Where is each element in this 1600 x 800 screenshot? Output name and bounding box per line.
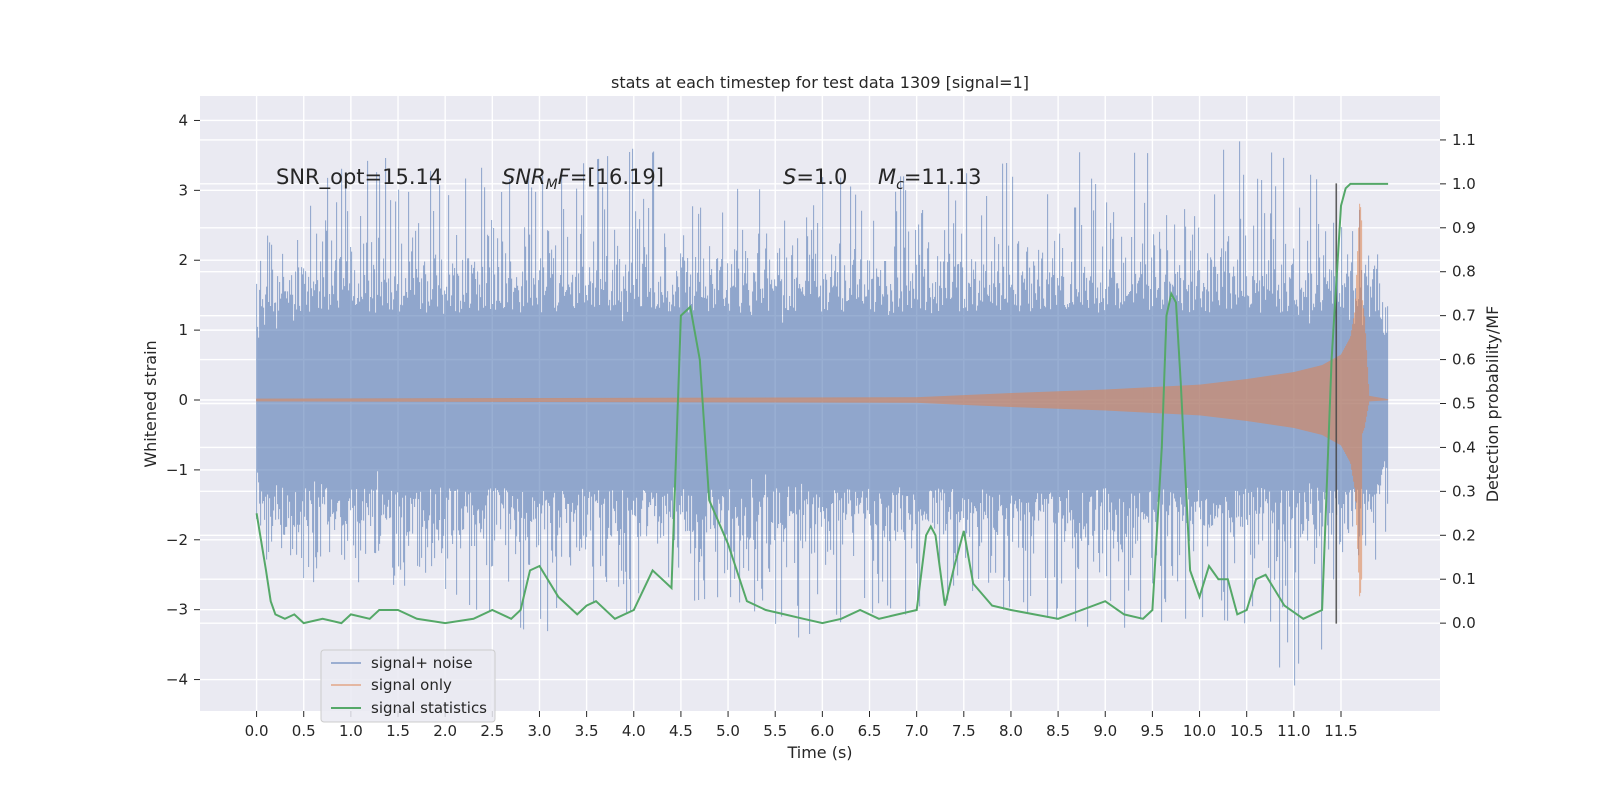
axis-ticks: 0.0 0.5 1.0 1.5 2.0 2.5 3.0 3.5 4.0 4.5 5.0 5.5 6.0 6… xyxy=(166,111,1476,740)
y2-tick-label: 0.3 xyxy=(1452,482,1476,500)
y-tick-label: 3 xyxy=(178,181,188,199)
y-tick-label: 2 xyxy=(178,251,188,269)
x-tick-label: 2.0 xyxy=(433,722,457,740)
x-tick-label: 1.5 xyxy=(386,722,410,740)
x-tick-label: 6.5 xyxy=(858,722,882,740)
legend-label-signal-plus-noise: signal+ noise xyxy=(371,654,473,672)
x-tick-label: 9.5 xyxy=(1140,722,1164,740)
y2-tick-label: 0.7 xyxy=(1452,307,1476,325)
x-tick-label: 0.0 xyxy=(245,722,269,740)
x-tick-label: 2.5 xyxy=(480,722,504,740)
x-tick-label: 7.0 xyxy=(905,722,929,740)
y2-tick-label: 0.6 xyxy=(1452,351,1476,369)
y2-axis-label: Detection probability/MF xyxy=(1483,306,1502,503)
signal-statistics-line xyxy=(255,182,1389,625)
annotation-mc: Mc=11.13 xyxy=(878,165,982,193)
y-tick-label: −3 xyxy=(166,601,188,619)
y2-tick-label: 1.1 xyxy=(1452,131,1476,149)
y-tick-label: 1 xyxy=(178,321,188,339)
x-tick-label: 11.0 xyxy=(1277,722,1310,740)
x-tick-label: 0.5 xyxy=(292,722,316,740)
x-tick-label: 5.5 xyxy=(763,722,787,740)
y-tick-label: 4 xyxy=(178,111,188,129)
y2-tick-label: 0.8 xyxy=(1452,263,1476,281)
annotation-snr-mf-value: =[16.19] xyxy=(570,165,664,189)
y2-tick-label: 0.0 xyxy=(1452,614,1476,632)
signal-plus-noise-series xyxy=(256,141,1389,686)
x-tick-label: 9.0 xyxy=(1093,722,1117,740)
y2-tick-label: 1.0 xyxy=(1452,175,1476,193)
annotation-mc-value: =11.13 xyxy=(904,165,982,189)
legend-label-signal-statistics: signal statistics xyxy=(371,699,487,717)
chart-title: stats at each timestep for test data 130… xyxy=(611,73,1029,92)
y-tick-label: −2 xyxy=(166,531,188,549)
annotation-s-value: =1.0 xyxy=(796,165,847,189)
y2-tick-label: 0.9 xyxy=(1452,219,1476,237)
legend: signal+ noise signal only signal statist… xyxy=(320,649,496,723)
x-tick-label: 11.5 xyxy=(1324,722,1357,740)
x-tick-label: 6.0 xyxy=(810,722,834,740)
x-tick-label: 10.5 xyxy=(1230,722,1263,740)
signal-only-series xyxy=(256,203,1389,597)
annotation-snr-mf: SNRMF=[16.19] xyxy=(502,165,664,193)
x-axis-label: Time (s) xyxy=(786,743,852,762)
annotation-snr-opt: SNR_opt=15.14 xyxy=(276,165,442,190)
x-tick-label: 4.0 xyxy=(622,722,646,740)
y-tick-label: −1 xyxy=(166,461,188,479)
annotation-s: S=1.0 xyxy=(783,165,847,189)
x-tick-label: 7.5 xyxy=(952,722,976,740)
x-tick-label: 10.0 xyxy=(1183,722,1216,740)
x-tick-label: 3.5 xyxy=(575,722,599,740)
x-tick-label: 4.5 xyxy=(669,722,693,740)
legend-label-signal-only: signal only xyxy=(371,676,452,694)
x-tick-label: 8.5 xyxy=(1046,722,1070,740)
y2-tick-label: 0.2 xyxy=(1452,526,1476,544)
y-tick-label: −4 xyxy=(166,671,188,689)
x-tick-label: 8.0 xyxy=(999,722,1023,740)
x-tick-label: 1.0 xyxy=(339,722,363,740)
x-tick-label: 3.0 xyxy=(528,722,552,740)
legend-box xyxy=(320,649,496,723)
y-tick-label: 0 xyxy=(178,391,188,409)
y-axis-label: Whitened strain xyxy=(141,340,160,467)
y2-tick-label: 0.1 xyxy=(1452,570,1476,588)
x-tick-label: 5.0 xyxy=(716,722,740,740)
y2-tick-label: 0.5 xyxy=(1452,395,1476,413)
y2-tick-label: 0.4 xyxy=(1452,438,1476,456)
